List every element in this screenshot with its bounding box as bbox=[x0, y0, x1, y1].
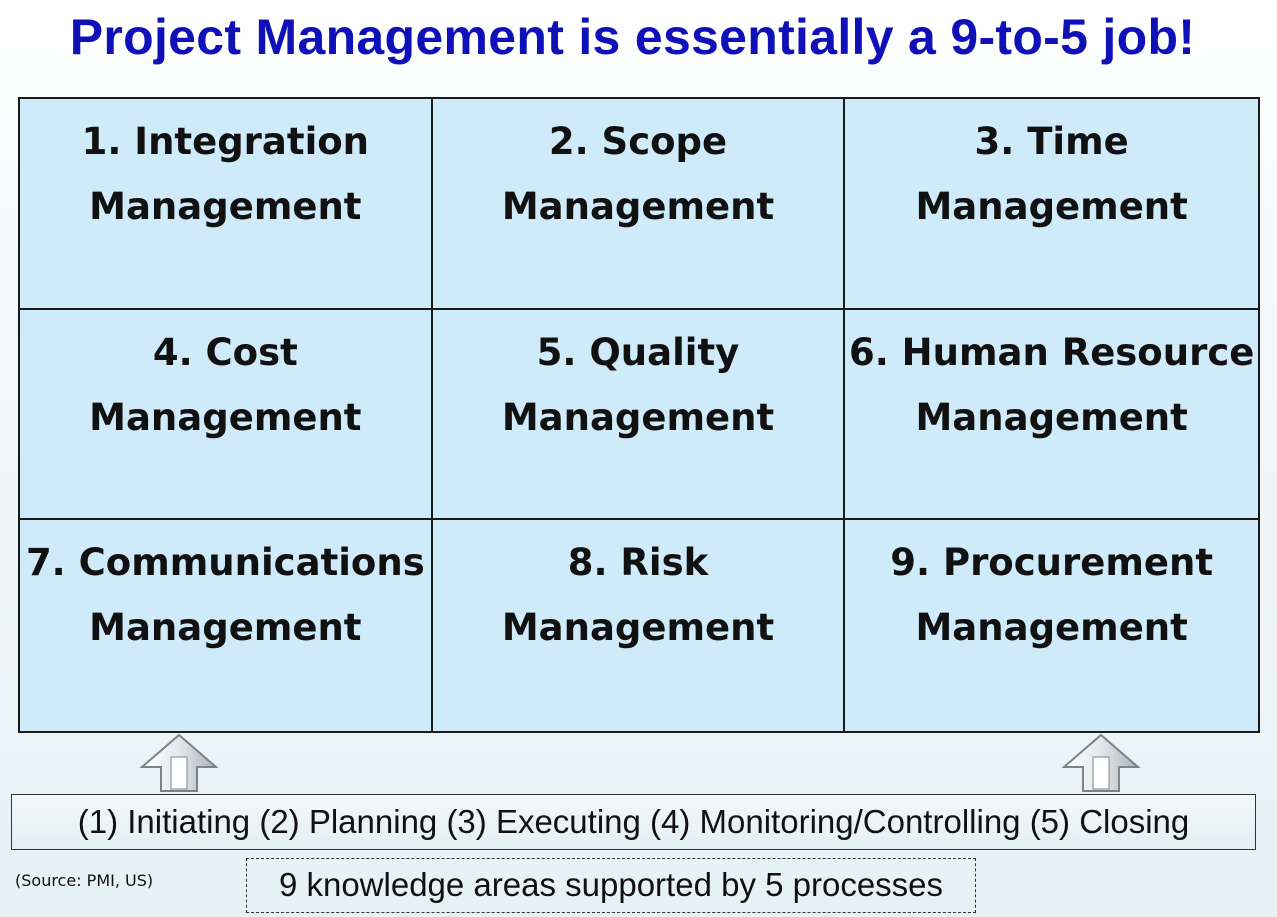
summary-box: 9 knowledge areas supported by 5 process… bbox=[246, 858, 976, 913]
knowledge-area-cell: 5. Quality Management bbox=[432, 309, 846, 521]
source-note: (Source: PMI, US) bbox=[15, 871, 154, 890]
knowledge-area-cell: 6. Human Resource Management bbox=[845, 309, 1258, 521]
knowledge-area-name: 5. Quality bbox=[536, 330, 740, 374]
up-arrow-icon bbox=[140, 733, 218, 792]
knowledge-area-name: 8. Risk bbox=[567, 541, 709, 585]
knowledge-area-name: 1. Integration bbox=[81, 120, 370, 163]
knowledge-area-name: 4. Cost bbox=[152, 330, 298, 374]
knowledge-area-name: 6. Human Resource bbox=[848, 330, 1255, 374]
knowledge-area-cell: 4. Cost Management bbox=[20, 309, 433, 521]
knowledge-area-suffix: Management bbox=[915, 395, 1188, 439]
page-title: Project Management is essentially a 9-to… bbox=[69, 9, 1196, 65]
knowledge-area-suffix: Management bbox=[89, 395, 362, 439]
knowledge-area-cell: 8. Risk Management bbox=[432, 520, 846, 731]
knowledge-area-suffix: Management bbox=[915, 606, 1188, 650]
knowledge-area-suffix: Management bbox=[89, 185, 362, 228]
knowledge-area-name: 7. Communications bbox=[25, 541, 425, 585]
knowledge-area-cell: 3. Time Management bbox=[845, 99, 1258, 310]
knowledge-area-cell: 2. Scope Management bbox=[432, 99, 846, 310]
knowledge-areas-grid: 1. Integration Management 2. Scope Manag… bbox=[18, 97, 1260, 733]
knowledge-area-cell: 1. Integration Management bbox=[20, 99, 433, 310]
process-groups-bar: (1) Initiating (2) Planning (3) Executin… bbox=[11, 794, 1256, 850]
knowledge-area-suffix: Management bbox=[501, 185, 775, 228]
knowledge-area-cell: 9. Procurement Management bbox=[845, 520, 1258, 731]
knowledge-area-name: 2. Scope bbox=[548, 120, 728, 163]
up-arrow-icon bbox=[1062, 733, 1140, 792]
knowledge-area-suffix: Management bbox=[89, 606, 362, 650]
knowledge-area-cell: 7. Communications Management bbox=[20, 520, 433, 731]
knowledge-area-name: 3. Time bbox=[974, 120, 1129, 163]
knowledge-area-suffix: Management bbox=[915, 185, 1188, 228]
knowledge-area-suffix: Management bbox=[501, 395, 775, 439]
knowledge-area-name: 9. Procurement bbox=[890, 541, 1214, 585]
knowledge-area-suffix: Management bbox=[501, 606, 775, 650]
